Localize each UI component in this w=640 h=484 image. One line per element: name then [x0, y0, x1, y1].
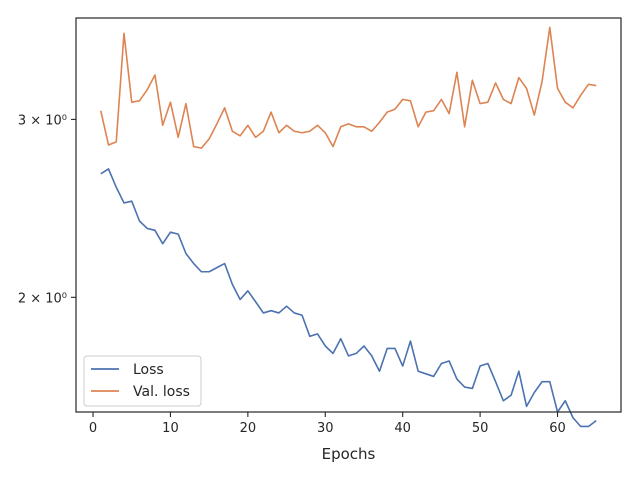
series-line-loss — [100, 168, 597, 428]
ticks-layer: 0 10 20 30 40 50 60 2 × 10⁰ 3 × 10⁰ — [18, 113, 566, 436]
x-tick-label: 30 — [317, 421, 334, 436]
x-tick-label: 40 — [394, 421, 411, 436]
y-tick-label: 3 × 10⁰ — [18, 113, 67, 128]
plot-frame — [75, 17, 622, 413]
plot-background — [76, 18, 621, 412]
legend: Loss Val. loss — [83, 355, 202, 407]
x-tick-label: 60 — [549, 421, 566, 436]
series-layer — [99, 26, 597, 428]
x-tick-label: 10 — [162, 421, 179, 436]
legend-label-val-loss: Val. loss — [133, 384, 190, 400]
x-tick-label: 50 — [472, 421, 489, 436]
x-tick-label: 20 — [240, 421, 257, 436]
legend-label-loss: Loss — [133, 362, 164, 378]
y-tick-label: 2 × 10⁰ — [18, 291, 67, 306]
series-line-val-loss — [99, 26, 597, 149]
x-tick-label: 0 — [89, 421, 97, 436]
x-axis-label: Epochs — [322, 445, 376, 463]
